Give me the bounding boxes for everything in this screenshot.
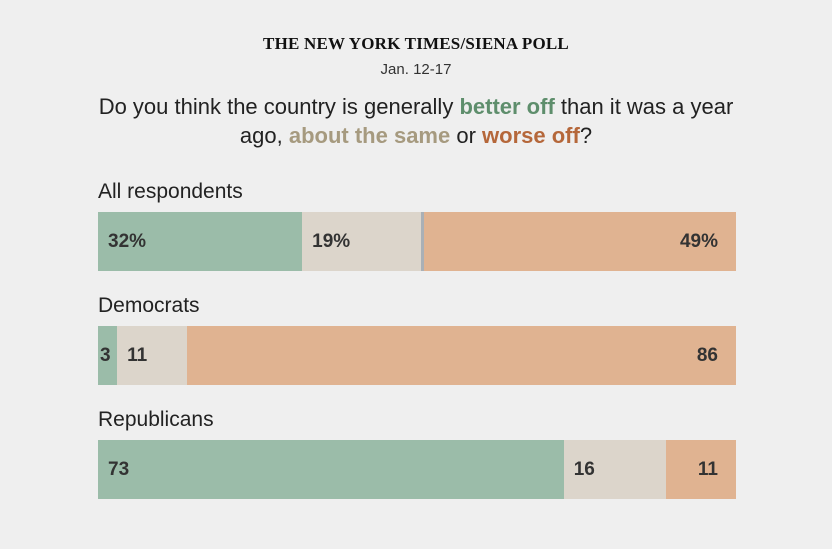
group-label: Democrats <box>98 294 200 317</box>
question-part-1: Do you think the country is generally <box>98 94 460 119</box>
bar-segment-better <box>98 212 303 271</box>
bar-segment-same <box>563 440 666 499</box>
group-label: All respondents <box>98 180 243 203</box>
question-about-same: about the same <box>288 123 451 148</box>
bar-value-label: 73 <box>108 459 130 480</box>
bar-segment-same <box>302 212 424 271</box>
bar-value-label: 32% <box>108 231 147 252</box>
bar-value-label: 49% <box>679 231 718 252</box>
poll-dates: Jan. 12-17 <box>380 61 452 78</box>
question-better-off: better off <box>459 94 555 119</box>
chart-question: Do you think the country is generally be… <box>96 92 736 150</box>
poll-source: THE NEW YORK TIMES/SIENA POLL <box>263 34 569 53</box>
bar-value-label: 11 <box>697 459 718 480</box>
bar-row: 73 16 11 <box>98 440 736 499</box>
bar-value-label: 86 <box>696 345 718 366</box>
segment-divider <box>421 212 425 271</box>
bar-value-label: 11 <box>127 345 148 366</box>
question-part-3: or <box>450 123 483 148</box>
bar-value-label: 19% <box>312 231 351 252</box>
question-worse-off: worse off <box>482 123 580 148</box>
bar-segment-same <box>117 326 188 385</box>
question-part-2: than it was a year ago, <box>239 94 734 148</box>
group-label: Republicans <box>98 408 214 431</box>
question-part-4: ? <box>579 123 593 148</box>
bar-segment-worse <box>187 326 736 385</box>
bar-segment-worse <box>423 212 736 271</box>
bar-value-label: 16 <box>573 459 595 480</box>
bar-row: 3 11 86 <box>98 326 736 385</box>
bar-segment-worse <box>665 440 736 499</box>
bar-segment-better <box>98 326 118 385</box>
bar-value-label: 3 <box>100 345 111 366</box>
bar-row: 32% 19% 49% <box>98 212 736 271</box>
bar-segment-better <box>98 440 564 499</box>
